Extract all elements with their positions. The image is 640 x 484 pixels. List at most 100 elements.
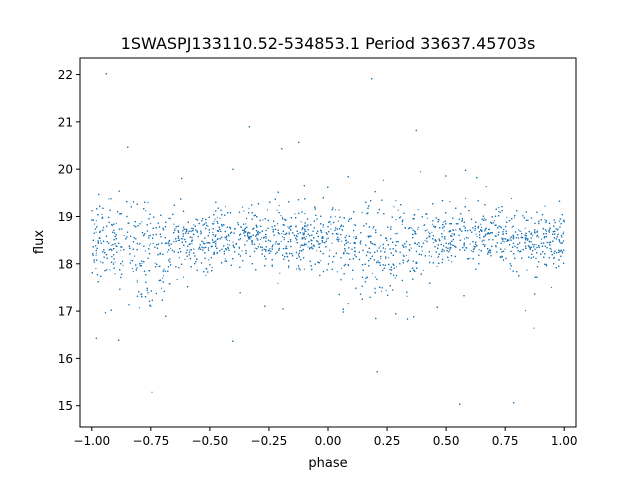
data-point bbox=[93, 260, 95, 262]
data-point bbox=[232, 241, 234, 243]
data-point bbox=[465, 197, 467, 199]
data-point bbox=[134, 225, 136, 227]
data-point bbox=[544, 205, 546, 207]
data-point bbox=[540, 238, 543, 240]
data-point bbox=[93, 261, 95, 264]
data-point bbox=[341, 240, 343, 242]
data-point bbox=[401, 223, 403, 225]
data-point bbox=[550, 286, 553, 288]
data-point bbox=[214, 218, 216, 220]
data-point bbox=[182, 238, 184, 240]
data-point bbox=[557, 233, 560, 235]
data-point bbox=[334, 209, 336, 211]
data-point bbox=[504, 248, 506, 250]
data-point bbox=[517, 229, 520, 231]
data-point bbox=[305, 236, 308, 238]
data-point bbox=[138, 243, 140, 245]
data-point bbox=[281, 233, 283, 235]
data-point bbox=[228, 240, 231, 242]
data-point bbox=[340, 267, 343, 269]
data-point bbox=[430, 255, 432, 257]
data-point bbox=[178, 257, 180, 259]
data-point bbox=[449, 201, 451, 203]
data-point bbox=[463, 238, 466, 240]
data-point bbox=[506, 216, 508, 218]
data-point bbox=[224, 258, 226, 260]
data-point bbox=[109, 269, 111, 271]
data-point bbox=[424, 239, 426, 241]
data-point bbox=[485, 186, 487, 188]
data-point bbox=[526, 269, 528, 271]
data-point bbox=[95, 252, 97, 254]
data-point bbox=[394, 277, 396, 279]
data-point bbox=[174, 228, 176, 230]
data-point bbox=[300, 221, 302, 223]
data-point bbox=[536, 231, 538, 234]
data-point bbox=[132, 270, 134, 273]
data-point bbox=[305, 243, 308, 245]
data-point bbox=[437, 218, 439, 220]
data-point bbox=[224, 206, 227, 208]
data-point bbox=[131, 267, 133, 270]
data-point bbox=[248, 207, 250, 209]
data-point bbox=[461, 221, 463, 223]
data-point bbox=[348, 265, 350, 267]
data-point bbox=[558, 220, 560, 222]
data-point bbox=[205, 274, 207, 276]
data-point bbox=[295, 268, 298, 270]
data-point bbox=[110, 244, 112, 246]
data-point bbox=[428, 255, 430, 257]
data-point bbox=[120, 249, 122, 251]
data-point bbox=[448, 259, 450, 261]
data-point bbox=[500, 227, 502, 229]
data-point bbox=[555, 227, 557, 230]
data-point bbox=[545, 230, 548, 232]
data-point bbox=[388, 257, 390, 259]
data-point bbox=[556, 234, 559, 236]
data-point bbox=[219, 217, 221, 219]
data-point bbox=[402, 254, 404, 256]
data-point bbox=[208, 259, 210, 261]
data-point bbox=[433, 241, 435, 244]
data-point bbox=[356, 237, 358, 240]
data-point bbox=[133, 224, 135, 226]
data-point bbox=[136, 281, 138, 283]
data-point bbox=[149, 243, 152, 245]
data-point bbox=[281, 236, 283, 238]
data-point bbox=[360, 243, 362, 245]
data-point bbox=[182, 227, 184, 229]
data-point bbox=[419, 171, 421, 173]
data-point bbox=[475, 233, 477, 235]
data-point bbox=[287, 226, 289, 228]
data-point bbox=[562, 252, 564, 254]
data-point bbox=[163, 268, 165, 270]
data-point bbox=[99, 240, 101, 242]
data-point bbox=[189, 249, 191, 251]
data-point bbox=[417, 226, 419, 229]
data-point bbox=[443, 230, 445, 232]
scatter-points bbox=[91, 73, 565, 405]
data-point bbox=[211, 267, 213, 269]
data-point bbox=[95, 220, 97, 222]
data-point bbox=[393, 206, 395, 208]
data-point bbox=[374, 276, 376, 278]
data-point bbox=[509, 237, 511, 239]
data-point bbox=[511, 226, 513, 228]
data-point bbox=[212, 231, 214, 234]
data-point bbox=[227, 233, 229, 235]
data-point bbox=[97, 240, 99, 242]
data-point bbox=[436, 265, 438, 268]
data-point bbox=[379, 245, 381, 247]
data-point bbox=[509, 268, 511, 270]
data-point bbox=[279, 272, 281, 274]
data-point bbox=[409, 250, 411, 252]
data-point bbox=[353, 236, 355, 238]
data-point bbox=[349, 242, 351, 244]
data-point bbox=[148, 244, 150, 246]
data-point bbox=[122, 264, 124, 266]
data-point bbox=[208, 232, 211, 234]
data-point bbox=[548, 228, 551, 231]
data-point bbox=[371, 272, 374, 274]
data-point bbox=[183, 226, 185, 228]
data-point bbox=[326, 238, 328, 240]
